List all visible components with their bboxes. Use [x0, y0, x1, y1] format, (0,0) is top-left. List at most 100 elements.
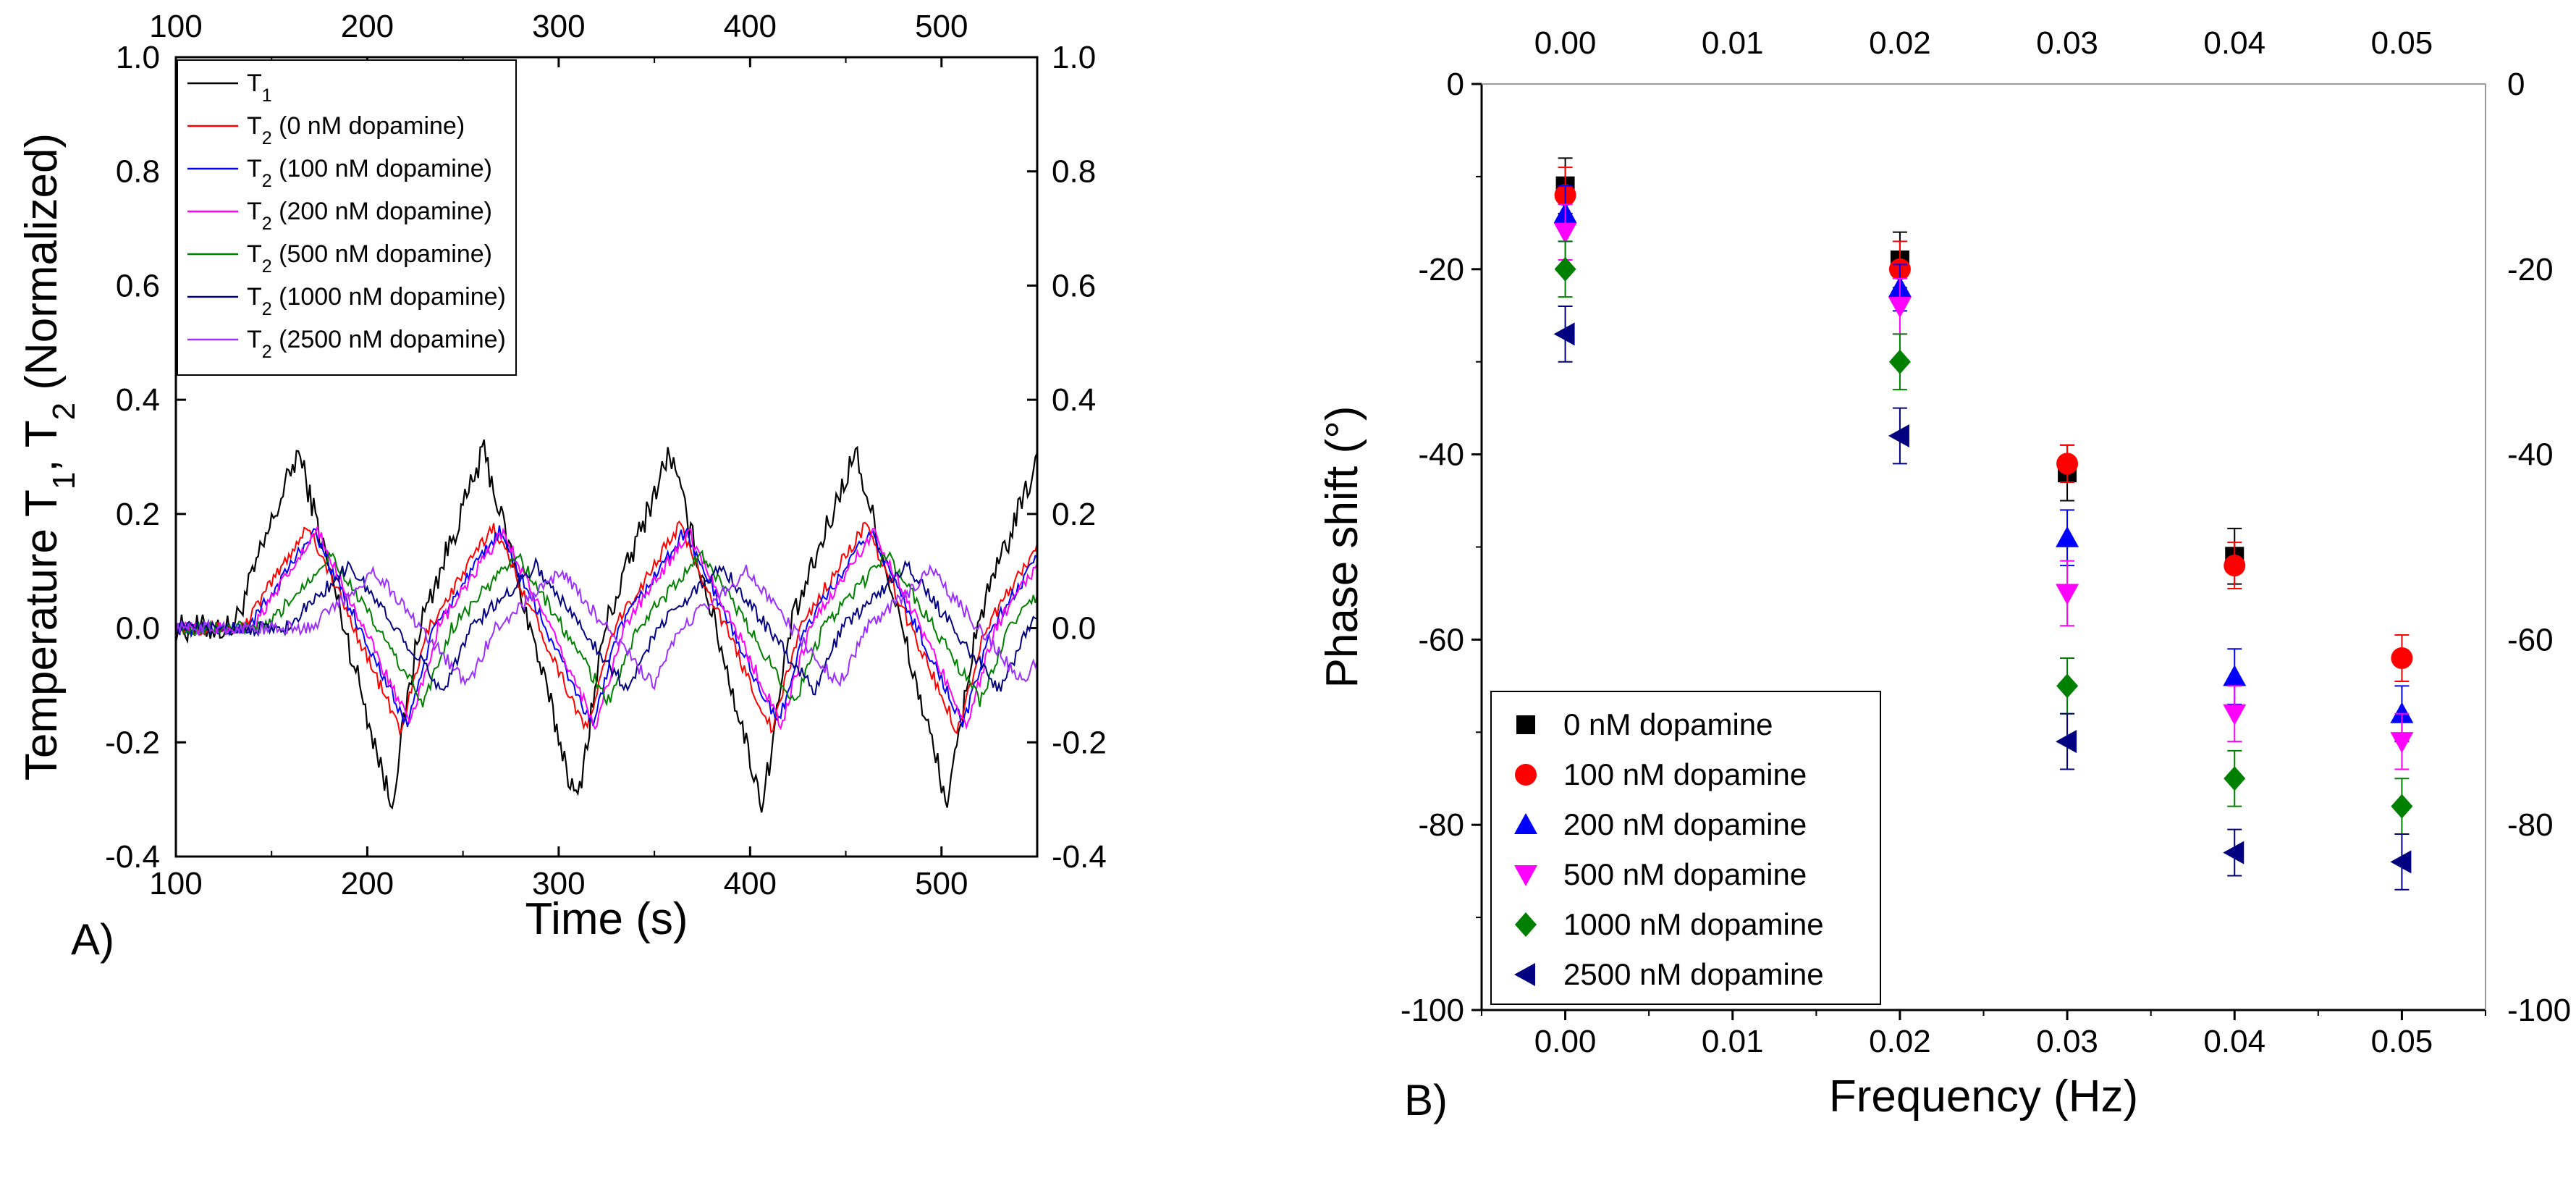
b-legend-marker — [1514, 865, 1537, 886]
b-legend-label: 1000 nM dopamine — [1563, 907, 1824, 941]
a-legend-label: T2 (2500 nM dopamine) — [247, 326, 506, 362]
b-legend-marker — [1515, 764, 1537, 786]
a-xtick-label-top: 300 — [532, 9, 585, 44]
b-xtick-label-top: 0.02 — [1869, 25, 1931, 61]
b-xtick-label-top: 0.04 — [2203, 25, 2265, 61]
a-legend-label: T2 (100 nM dopamine) — [247, 155, 492, 191]
a-xtick-label: 200 — [341, 866, 394, 901]
a-ytick-label-right: 0.8 — [1052, 154, 1096, 190]
a-legend-label: T2 (1000 nM dopamine) — [247, 283, 506, 319]
a-xtick-label: 100 — [149, 866, 202, 901]
a-series-line — [175, 550, 1038, 707]
b-data-point — [2056, 526, 2079, 547]
b-ytick-label: -60 — [1418, 622, 1464, 657]
panel-b-y-axis-label: Phase shift (°) — [1317, 405, 1367, 688]
b-xtick-label: 0.03 — [2036, 1024, 2098, 1059]
b-data-point — [2056, 584, 2079, 605]
b-legend-marker — [1514, 963, 1535, 986]
b-data-point — [2056, 673, 2079, 699]
a-ytick-label-right: 0.4 — [1052, 382, 1096, 418]
b-ytick-label-right: 0 — [2507, 67, 2525, 102]
b-ytick-label: 0 — [1447, 67, 1464, 102]
b-data-point — [2056, 730, 2077, 754]
a-ytick-label-right: 0.2 — [1052, 497, 1096, 532]
b-ytick-label-right: -20 — [2507, 252, 2554, 287]
a-ytick-label-right: -0.4 — [1052, 839, 1107, 875]
a-ytick-label: 1.0 — [116, 40, 160, 75]
b-data-point — [2223, 841, 2245, 864]
b-data-point — [1888, 296, 1912, 318]
a-xtick-label-top: 100 — [149, 9, 202, 44]
b-xtick-label-top: 0.03 — [2036, 25, 2098, 61]
b-data-point — [2223, 704, 2247, 725]
a-series-line — [175, 526, 1038, 731]
a-ytick-label: 0.4 — [116, 382, 160, 418]
a-series-line — [175, 520, 1038, 736]
b-legend-marker — [1516, 715, 1535, 734]
b-xtick-label: 0.00 — [1534, 1024, 1597, 1059]
b-data-point — [2056, 453, 2079, 475]
a-ytick-label: 0.8 — [116, 154, 160, 190]
b-data-point — [2391, 647, 2413, 669]
b-legend-label: 500 nM dopamine — [1563, 857, 1807, 891]
a-xtick-label: 400 — [724, 866, 777, 901]
b-legend-label: 0 nM dopamine — [1563, 707, 1773, 741]
b-xtick-label: 0.04 — [2203, 1024, 2265, 1059]
a-ytick-label: 0.2 — [116, 497, 160, 532]
panel-b-legend-box — [1490, 691, 1881, 1005]
a-ytick-label-right: 0.0 — [1052, 611, 1096, 647]
a-ytick-label: -0.4 — [105, 839, 160, 875]
a-legend-label: T2 (200 nM dopamine) — [247, 198, 492, 234]
panel-a-plot-frame — [174, 56, 1039, 858]
panel-b-tick-labels: 0.00 0.00 0.01 0.01 0.02 0.02 0.03 0.03 0.04 0.04… — [1401, 25, 2571, 1059]
a-legend-label: T1 — [247, 70, 272, 106]
a-series-line — [175, 563, 1038, 691]
a-xtick-label-top: 500 — [915, 9, 968, 44]
b-data-point — [2223, 665, 2247, 686]
b-legend-marker — [1514, 813, 1537, 834]
b-data-point — [1553, 222, 1577, 244]
a-ytick-label: -0.2 — [105, 725, 160, 760]
a-ytick-label-right: 1.0 — [1052, 40, 1096, 75]
panel-a-legend: T1 T2 (0 nM dopamine) T2 (100 nM dopamine)… — [177, 59, 517, 376]
b-ytick-label: -40 — [1418, 437, 1464, 473]
b-data-point — [2390, 732, 2414, 754]
panel-a-legend-box — [177, 59, 517, 376]
b-xtick-label: 0.05 — [2371, 1024, 2433, 1059]
b-data-point — [1888, 424, 1909, 448]
b-data-point — [2390, 702, 2414, 723]
b-ytick-label-right: -100 — [2507, 993, 2571, 1028]
a-xtick-label: 500 — [915, 866, 968, 901]
b-legend-label: 100 nM dopamine — [1563, 757, 1807, 791]
a-xtick-label-top: 400 — [724, 9, 777, 44]
panel-b-data-points — [1553, 157, 2414, 891]
panel-a-y-axis-label: Temperature T1, T2 (Normalized) — [17, 133, 82, 781]
panel-b-axes — [1480, 83, 2486, 1011]
b-xtick-label-top: 0.01 — [1702, 25, 1764, 61]
a-ytick-label-right: -0.2 — [1052, 725, 1107, 760]
b-legend-label: 200 nM dopamine — [1563, 807, 1807, 841]
b-data-point — [2224, 766, 2246, 791]
b-xtick-label-top: 0.05 — [2371, 25, 2433, 61]
panel-b-label: B) — [1404, 1076, 1448, 1124]
b-ytick-label-right: -40 — [2507, 437, 2554, 473]
panel-a-tick-labels: 100 100 200 200 300 300 400 400 500 500 -0.4 -0.4 -0… — [105, 9, 1107, 901]
b-data-point — [2391, 794, 2413, 819]
a-xtick-label-top: 200 — [341, 9, 394, 44]
b-legend-label: 2500 nM dopamine — [1563, 957, 1824, 991]
panel-b-phase-shift: 0.00 0.00 0.01 0.01 0.02 0.02 0.03 0.03 0.04 0.04… — [1317, 25, 2571, 1124]
a-ytick-label-right: 0.6 — [1052, 268, 1096, 303]
b-xtick-label-top: 0.00 — [1534, 25, 1597, 61]
b-data-point — [1888, 349, 1911, 374]
b-legend-marker — [1515, 912, 1537, 937]
b-xtick-label: 0.02 — [1869, 1024, 1931, 1059]
b-ytick-label: -20 — [1418, 252, 1464, 287]
b-data-point — [1554, 256, 1576, 282]
panel-b-x-axis-label: Frequency (Hz) — [1829, 1072, 2138, 1122]
b-ytick-label-right: -60 — [2507, 622, 2554, 657]
panel-a-series — [174, 439, 1039, 813]
b-ytick-label-right: -80 — [2507, 807, 2554, 843]
b-ytick-label: -100 — [1401, 993, 1464, 1028]
panel-a-time-series: 100 100 200 200 300 300 400 400 500 500 -0.4 -0.4 -0… — [17, 9, 1107, 964]
